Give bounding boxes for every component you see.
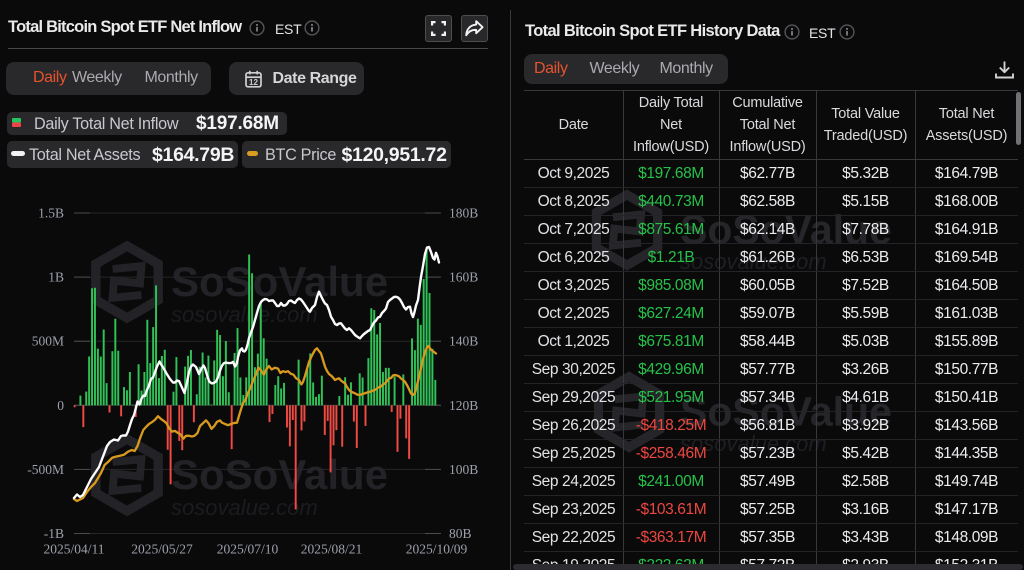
svg-text:1B: 1B [48,270,64,285]
svg-text:2025/04/11: 2025/04/11 [43,542,104,557]
svg-text:SoSoValue: SoSoValue [171,451,388,498]
svg-text:100B: 100B [449,462,478,477]
svg-text:0: 0 [57,398,64,413]
svg-text:180B: 180B [449,206,478,221]
svg-text:80B: 80B [449,526,472,541]
svg-text:500M: 500M [32,334,64,349]
svg-text:160B: 160B [449,270,478,285]
svg-text:12: 12 [249,78,258,87]
svg-text:sosovalue.com: sosovalue.com [680,249,827,274]
svg-text:2025/05/27: 2025/05/27 [131,542,193,557]
svg-text:sosovalue.com: sosovalue.com [680,431,827,456]
svg-text:-1B: -1B [44,526,64,541]
svg-text:sosovalue.com: sosovalue.com [171,302,318,327]
svg-text:-500M: -500M [27,462,64,477]
svg-text:2025/10/09: 2025/10/09 [406,542,468,557]
svg-text:sosovalue.com: sosovalue.com [171,495,318,520]
svg-text:2025/08/21: 2025/08/21 [301,542,363,557]
svg-text:120B: 120B [449,398,478,413]
svg-text:2025/07/10: 2025/07/10 [217,542,279,557]
svg-text:SoSoValue: SoSoValue [680,207,892,253]
svg-text:140B: 140B [449,334,478,349]
svg-text:SoSoValue: SoSoValue [171,258,388,305]
svg-text:1.5B: 1.5B [38,206,64,221]
